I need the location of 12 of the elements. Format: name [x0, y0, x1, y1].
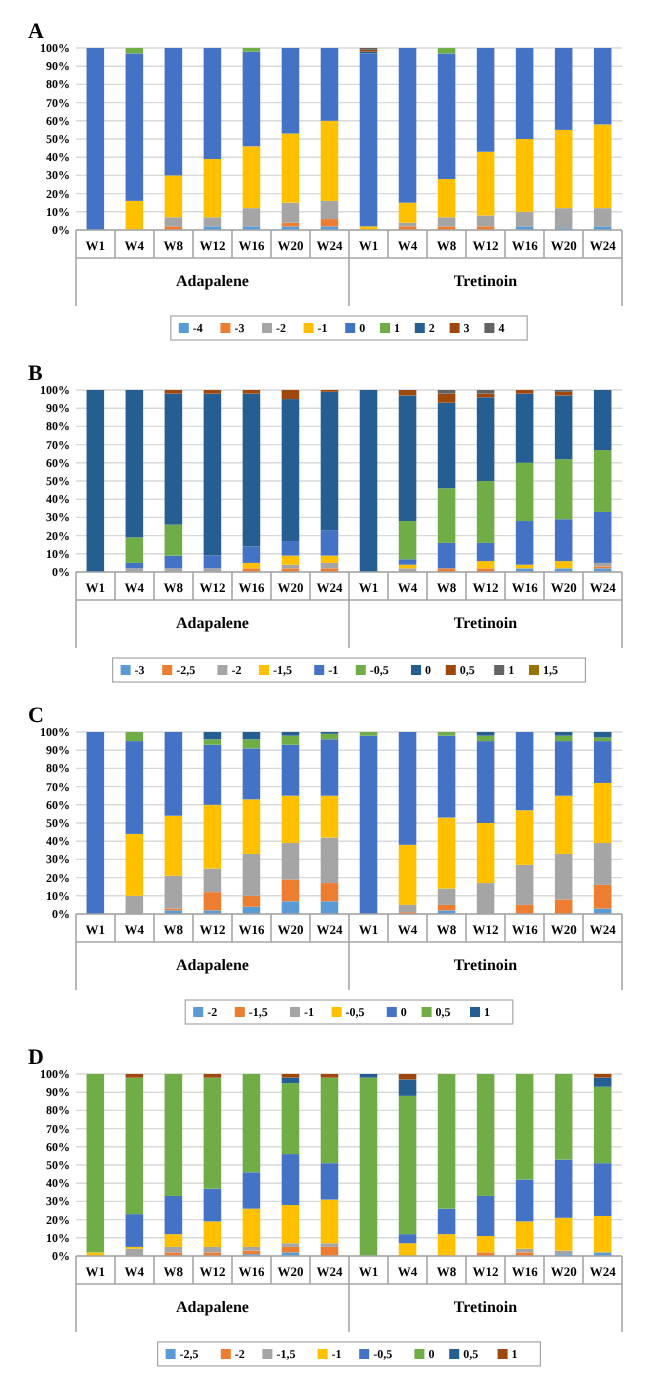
text: Adapalene	[176, 614, 250, 632]
chart-title: D	[28, 1046, 44, 1070]
text: Adapalene	[176, 1298, 250, 1316]
chart-title: A	[28, 20, 44, 44]
text: Adapalene	[176, 272, 250, 290]
chart-title: B	[28, 362, 44, 386]
text: Tretinoin	[453, 956, 519, 974]
chart-title: C	[28, 704, 44, 728]
text: Tretinoin	[453, 272, 519, 290]
text: Tretinoin	[453, 614, 519, 632]
text: Adapalene	[176, 956, 250, 974]
text: Tretinoin	[453, 1298, 519, 1316]
